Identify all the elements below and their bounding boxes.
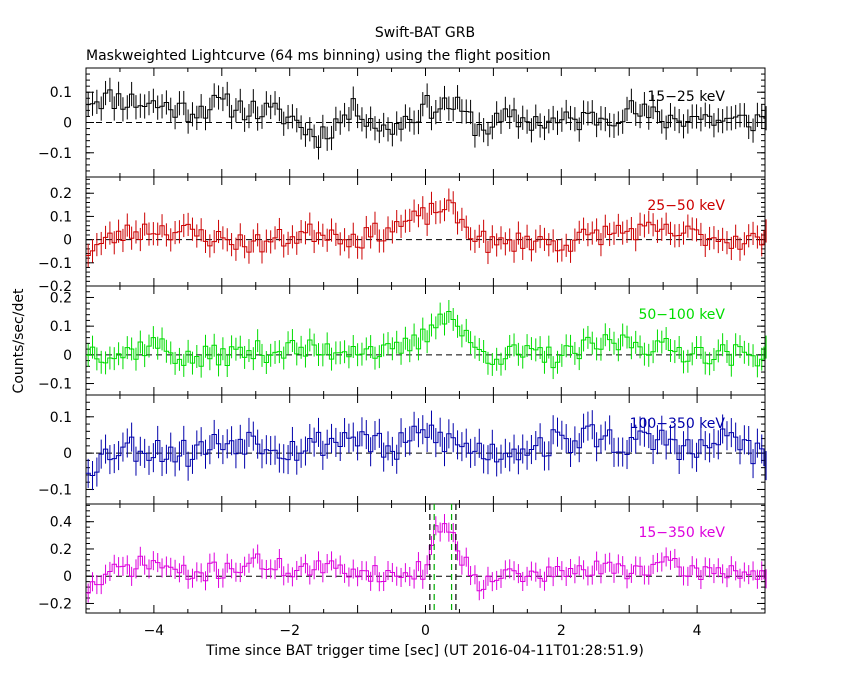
x-tick-label: 2 — [557, 623, 566, 639]
y-tick-label: −0.2 — [38, 279, 72, 295]
panel-100-350-kev: −0.1 0 0.1 100−350 keV — [38, 394, 767, 505]
band-label: 15−25 keV — [647, 89, 725, 105]
y-tick-label: 0.1 — [50, 410, 72, 426]
x-axis-label: Time since BAT trigger time [sec] (UT 20… — [205, 643, 644, 659]
panel-stack: −0.1 0 0.1 15−25 keV −0.2 −0.1 0 0.1 0.2 25−50 ke… — [38, 67, 767, 639]
light-curve-line — [86, 199, 765, 256]
light-curve-line — [86, 89, 765, 148]
y-tick-label: 0.1 — [50, 319, 72, 335]
x-tick-label: −4 — [144, 623, 165, 639]
light-curve-line — [86, 311, 765, 369]
y-tick-label: 0 — [63, 116, 72, 132]
y-axis-label: Counts/sec/det — [11, 288, 27, 393]
x-tick-label: 4 — [693, 623, 702, 639]
y-tick-label: 0 — [63, 446, 72, 462]
y-tick-label: 0 — [63, 569, 72, 585]
y-tick-label: −0.1 — [38, 377, 72, 393]
chart-title: Swift-BAT GRB — [375, 25, 475, 41]
y-tick-label: −0.1 — [38, 482, 72, 498]
panel-25-50-kev: −0.2 −0.1 0 0.1 0.2 25−50 keV — [38, 176, 767, 295]
panel-50-100-kev: −0.1 0 0.1 0.2 50−100 keV — [38, 285, 767, 396]
y-tick-label: 0.1 — [50, 209, 72, 225]
y-tick-label: 0.2 — [50, 290, 72, 306]
y-tick-label: 0.2 — [50, 542, 72, 558]
y-tick-label: −0.2 — [38, 596, 72, 612]
y-tick-label: 0.4 — [50, 515, 72, 531]
light-curve-line — [86, 424, 765, 476]
panel-15-350-kev: −0.2 0 0.2 0.4 15−350 keV — [38, 503, 767, 614]
panel-15-25-kev: −0.1 0 0.1 15−25 keV — [38, 67, 767, 178]
chart-subtitle: Maskweighted Lightcurve (64 ms binning) … — [86, 48, 551, 64]
y-tick-label: 0 — [63, 348, 72, 364]
y-tick-label: 0.1 — [50, 85, 72, 101]
y-tick-label: −0.1 — [38, 256, 72, 272]
y-tick-label: 0.2 — [50, 186, 72, 202]
x-tick-label: −2 — [279, 623, 300, 639]
x-tick-label: 0 — [421, 623, 430, 639]
band-label: 100−350 keV — [630, 416, 726, 432]
panel-frame — [85, 394, 766, 505]
band-label: 25−50 keV — [647, 198, 725, 214]
panel-frame — [85, 503, 766, 614]
band-label: 15−350 keV — [638, 525, 725, 541]
band-label: 50−100 keV — [638, 307, 725, 323]
y-tick-label: 0 — [63, 233, 72, 249]
y-tick-label: −0.1 — [38, 146, 72, 162]
